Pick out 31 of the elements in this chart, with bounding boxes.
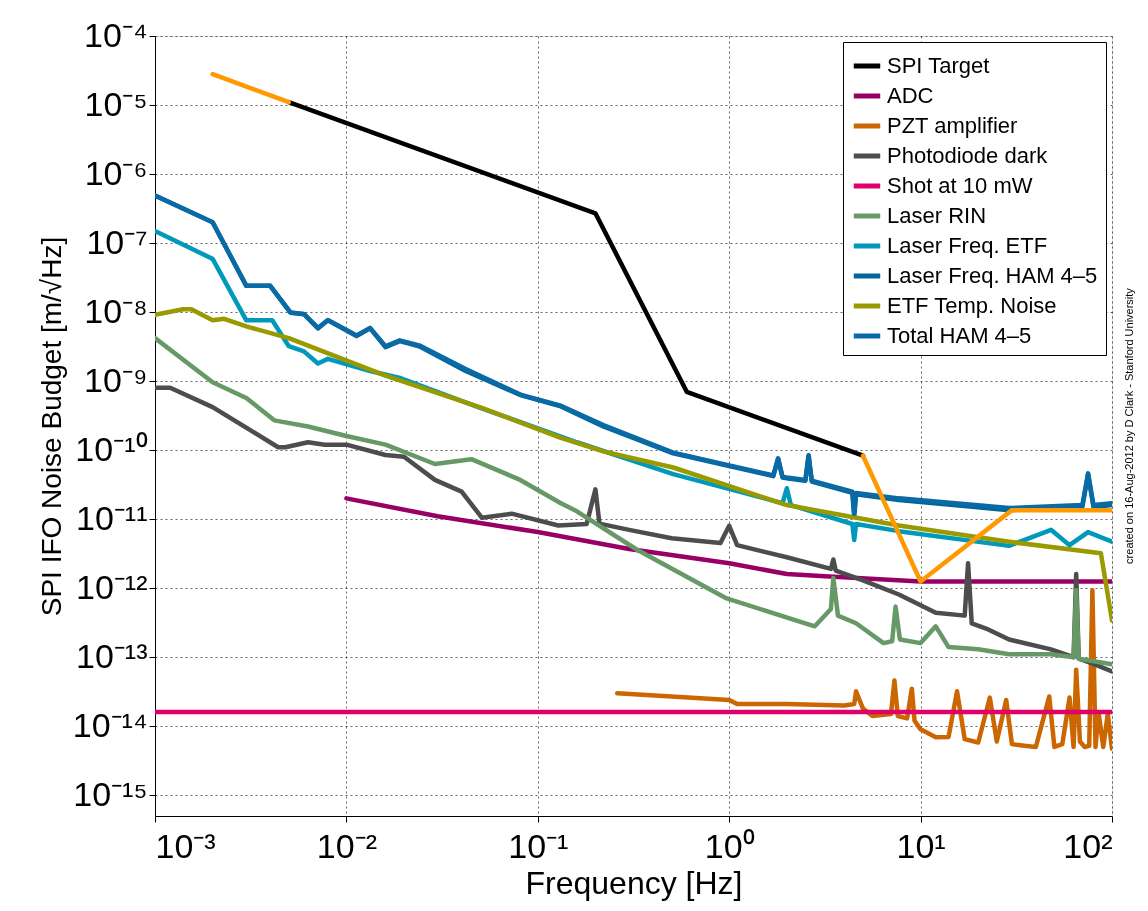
y-tick-label: 10⁻⁵ xyxy=(84,84,148,123)
legend-label: Laser RIN xyxy=(887,203,987,228)
x-tick-label: 10⁰ xyxy=(704,826,755,865)
legend-label: Laser Freq. ETF xyxy=(887,233,1048,258)
x-tick-label: 10⁻¹ xyxy=(508,826,569,865)
legend-label: PZT amplifier xyxy=(887,113,1018,138)
y-tick-label: 10⁻⁸ xyxy=(84,291,148,330)
legend-label: SPI Target xyxy=(887,53,990,78)
legend-label: Photodiode dark xyxy=(887,143,1049,168)
y-tick-label: 10⁻¹¹ xyxy=(76,498,148,537)
x-tick-label: 10² xyxy=(1063,826,1113,865)
legend-label: Shot at 10 mW xyxy=(887,173,1033,198)
y-tick-label: 10⁻¹² xyxy=(76,567,148,606)
y-axis-title: SPI IFO Noise Budget [m/√Hz] xyxy=(35,236,67,617)
x-axis-title: Frequency [Hz] xyxy=(525,864,743,901)
y-tick-label: 10⁻¹⁵ xyxy=(73,774,148,813)
legend-label: Laser Freq. HAM 4–5 xyxy=(887,263,1098,288)
x-tick-label: 10¹ xyxy=(896,826,946,865)
y-tick-label: 10⁻¹⁴ xyxy=(72,705,148,744)
y-tick-label: 10⁻⁷ xyxy=(86,222,148,261)
y-tick-label: 10⁻¹⁰ xyxy=(75,429,148,468)
legend-label: ADC xyxy=(887,83,934,108)
x-tick-label: 10⁻³ xyxy=(155,826,216,865)
y-tick-label: 10⁻¹³ xyxy=(76,636,148,675)
y-tick-label: 10⁻⁶ xyxy=(84,153,148,192)
legend-label: ETF Temp. Noise xyxy=(887,293,1057,318)
x-tick-label: 10⁻² xyxy=(316,826,377,865)
y-tick-label: 10⁻⁹ xyxy=(84,360,148,399)
legend-label: Total HAM 4–5 xyxy=(887,323,1032,348)
y-tick-label: 10⁻⁴ xyxy=(84,15,148,54)
text: created on 16-Aug-2012 by D Clark - Stanford University xyxy=(1123,287,1135,564)
